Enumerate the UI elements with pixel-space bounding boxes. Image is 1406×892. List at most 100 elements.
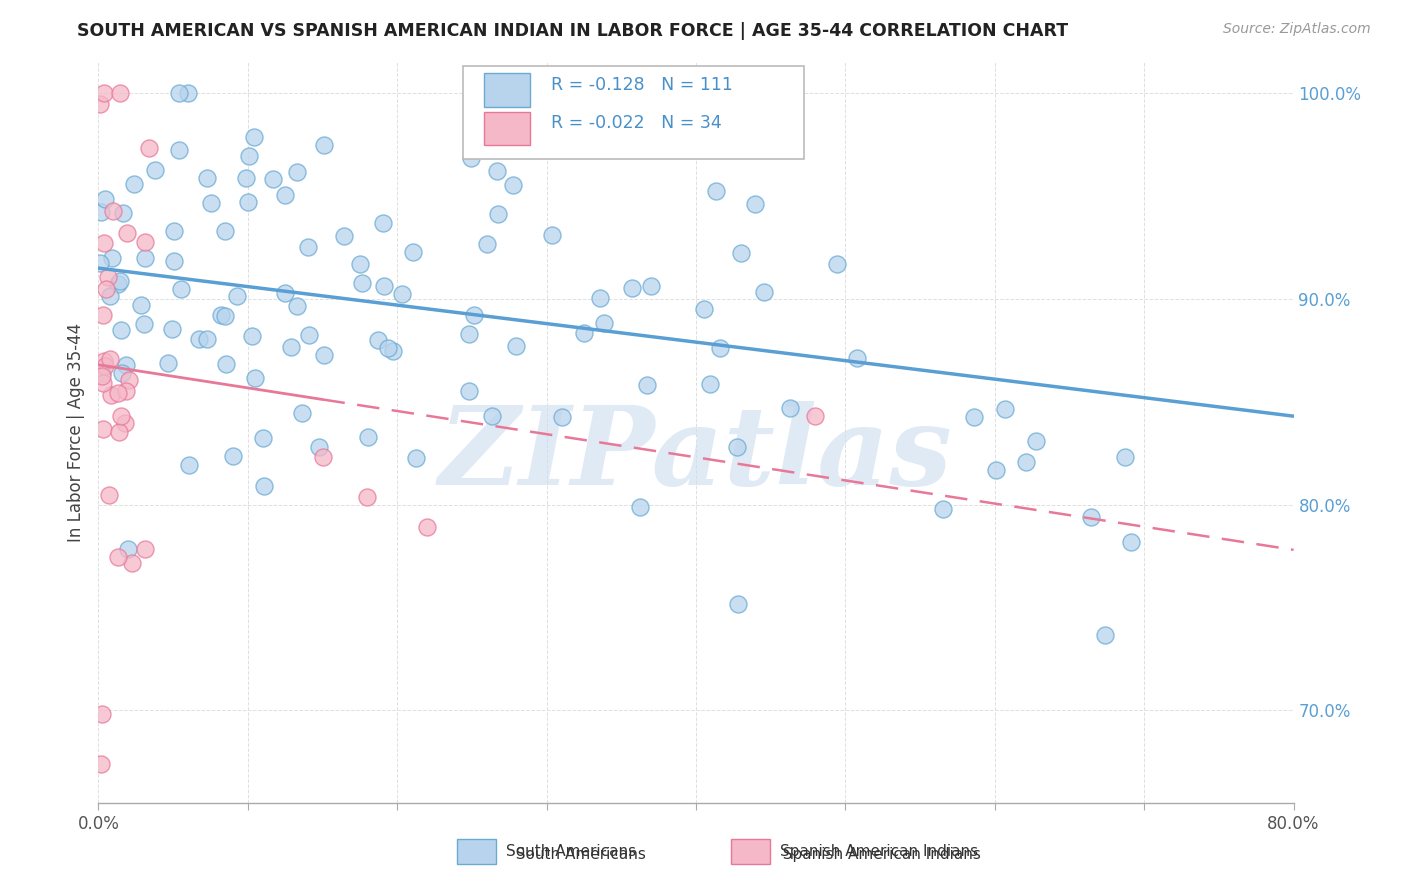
Point [240,329,263,343]
Point [94,192,117,206]
Text: Source: ZipAtlas.com: Source: ZipAtlas.com [1223,22,1371,37]
Point [238,195,260,210]
Point [163,224,186,238]
Point [107,549,129,564]
Point [134,235,156,250]
Point [460,152,482,166]
Point [1094,628,1116,642]
Point [356,491,378,505]
Point [100,288,122,302]
Point [111,366,134,380]
Point [481,409,503,423]
Point [132,317,155,331]
Point [754,285,776,300]
Point [291,405,314,419]
Point [285,300,308,314]
Point [114,358,136,372]
Point [143,163,166,178]
Point [138,141,160,155]
Point [541,228,564,243]
Point [235,170,257,185]
Point [243,130,266,145]
Point [931,502,953,516]
Point [349,256,371,270]
Point [458,327,481,342]
Point [177,458,200,472]
Point [187,332,209,346]
Point [89,96,111,111]
Point [551,409,574,424]
Point [458,384,481,398]
Point [110,274,132,288]
Point [706,184,728,198]
Point [89,256,111,270]
Point [222,449,245,463]
Point [373,278,395,293]
Point [730,246,752,260]
Point [243,371,266,385]
Point [101,251,124,265]
Point [90,205,112,219]
Point [195,332,218,346]
Point [214,309,236,323]
Point [93,235,115,250]
Point [274,188,297,202]
Point [357,430,380,444]
Point [91,376,114,390]
Text: R = -0.128   N = 111: R = -0.128 N = 111 [551,76,734,94]
Point [177,87,200,101]
Point [103,204,125,219]
Point [367,334,389,348]
Bar [731,839,770,864]
Point [209,308,232,322]
Point [170,282,193,296]
FancyBboxPatch shape [463,66,804,159]
Point [727,597,749,611]
Point [693,301,716,316]
Text: R = -0.022   N = 34: R = -0.022 N = 34 [551,114,723,132]
Point [709,341,731,355]
Point [114,384,136,398]
Point [129,298,152,312]
Point [98,351,121,366]
Point [163,254,186,268]
Point [94,282,117,296]
Point [636,377,658,392]
Point [311,450,333,464]
Point [377,341,399,355]
Point [167,87,190,101]
Point [589,291,612,305]
Point [215,357,238,371]
Point [1025,434,1047,449]
Point [214,223,236,237]
Point [90,366,112,380]
Point [963,410,986,425]
Point [160,322,183,336]
Point [121,556,143,570]
Point [110,323,132,337]
Point [297,328,319,343]
Point [994,402,1017,417]
Point [308,440,330,454]
Point [107,425,129,440]
Point [134,252,156,266]
Point [572,326,595,340]
Point [779,401,801,416]
Point [671,87,693,101]
Point [621,281,644,295]
Point [122,177,145,191]
Text: Spanish American Indians: Spanish American Indians [780,845,979,859]
Point [252,431,274,445]
Point [1121,535,1143,549]
Point [238,149,260,163]
Text: South Americans: South Americans [506,845,637,859]
Point [505,338,527,352]
Text: SOUTH AMERICAN VS SPANISH AMERICAN INDIAN IN LABOR FORCE | AGE 35-44 CORRELATION: SOUTH AMERICAN VS SPANISH AMERICAN INDIA… [77,22,1069,40]
Point [502,178,524,193]
Point [350,276,373,290]
Point [312,348,335,362]
Point [984,463,1007,477]
Point [118,373,141,387]
Point [108,87,131,101]
Point [93,353,115,368]
